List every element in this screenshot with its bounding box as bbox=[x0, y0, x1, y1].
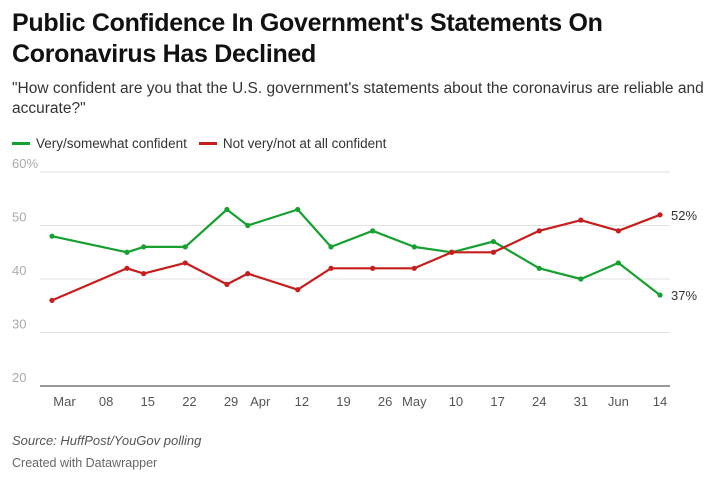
legend-swatch-red bbox=[198, 142, 217, 145]
data-point bbox=[328, 265, 334, 271]
data-point bbox=[182, 260, 188, 266]
legend-label-not-confident: Not very/not at all confident bbox=[222, 136, 387, 151]
data-point bbox=[411, 265, 417, 271]
x-tick-label: Apr bbox=[250, 394, 271, 409]
x-tick-label: 10 bbox=[449, 394, 463, 409]
legend-swatch-green bbox=[12, 142, 30, 145]
x-tick-label: 14 bbox=[653, 394, 667, 409]
data-point bbox=[449, 249, 455, 255]
end-value-label: 37% bbox=[671, 288, 697, 303]
data-point bbox=[224, 206, 230, 213]
data-point bbox=[490, 249, 497, 255]
legend-item-not-confident: Not very/not at all confident bbox=[198, 136, 387, 151]
data-point bbox=[657, 292, 663, 298]
data-point bbox=[328, 244, 334, 250]
end-value-label: 52% bbox=[671, 208, 697, 223]
x-tick-label: 12 bbox=[295, 394, 309, 409]
data-point bbox=[490, 238, 497, 245]
source-note: Source: HuffPost/YouGov polling bbox=[12, 433, 202, 448]
data-point bbox=[182, 244, 188, 250]
data-point bbox=[370, 228, 376, 234]
legend: Very/somewhat confident Not very/not at … bbox=[12, 136, 398, 151]
data-point bbox=[295, 287, 301, 293]
y-tick-label: 60% bbox=[12, 156, 38, 171]
y-tick-label: 30 bbox=[12, 317, 26, 332]
x-tick-label: 19 bbox=[336, 394, 350, 409]
chart-title: Public Confidence In Government's Statem… bbox=[12, 9, 603, 68]
data-point bbox=[657, 212, 663, 218]
x-tick-label: 29 bbox=[224, 394, 238, 409]
data-point bbox=[49, 297, 55, 303]
credit-note: Created with Datawrapper bbox=[12, 456, 158, 470]
x-tick-label: 17 bbox=[490, 394, 504, 409]
data-point bbox=[49, 233, 55, 239]
data-point bbox=[124, 265, 130, 271]
data-point bbox=[615, 228, 621, 234]
data-point bbox=[578, 217, 584, 223]
legend-item-confident: Very/somewhat confident bbox=[12, 136, 187, 151]
data-point bbox=[295, 206, 301, 213]
y-tick-label: 20 bbox=[12, 370, 26, 385]
x-tick-label: 08 bbox=[99, 394, 113, 409]
x-tick-label: 24 bbox=[532, 394, 546, 409]
x-tick-label: May bbox=[402, 394, 427, 409]
data-point bbox=[245, 222, 251, 229]
series-line-not-confident bbox=[51, 213, 661, 302]
x-tick-label: 22 bbox=[182, 394, 196, 409]
data-point bbox=[411, 244, 417, 250]
data-point bbox=[141, 271, 147, 277]
data-point bbox=[615, 260, 621, 266]
x-tick-label: 31 bbox=[574, 394, 588, 409]
x-tick-label: 26 bbox=[378, 394, 392, 409]
data-point bbox=[536, 228, 542, 234]
x-tick-label: Mar bbox=[53, 394, 76, 409]
data-point bbox=[141, 244, 147, 250]
x-tick-label: Jun bbox=[608, 394, 629, 409]
series-line-confident bbox=[51, 208, 661, 296]
data-point bbox=[578, 276, 584, 282]
data-point bbox=[224, 281, 230, 287]
data-point bbox=[370, 265, 376, 271]
data-point bbox=[245, 271, 251, 277]
data-point bbox=[124, 249, 130, 255]
y-tick-label: 40 bbox=[12, 263, 26, 278]
y-tick-label: 50 bbox=[12, 210, 26, 225]
data-point bbox=[536, 265, 542, 271]
legend-label-confident: Very/somewhat confident bbox=[36, 136, 187, 151]
chart-subtitle: "How confident are you that the U.S. gov… bbox=[12, 80, 704, 117]
x-tick-label: 15 bbox=[141, 394, 155, 409]
